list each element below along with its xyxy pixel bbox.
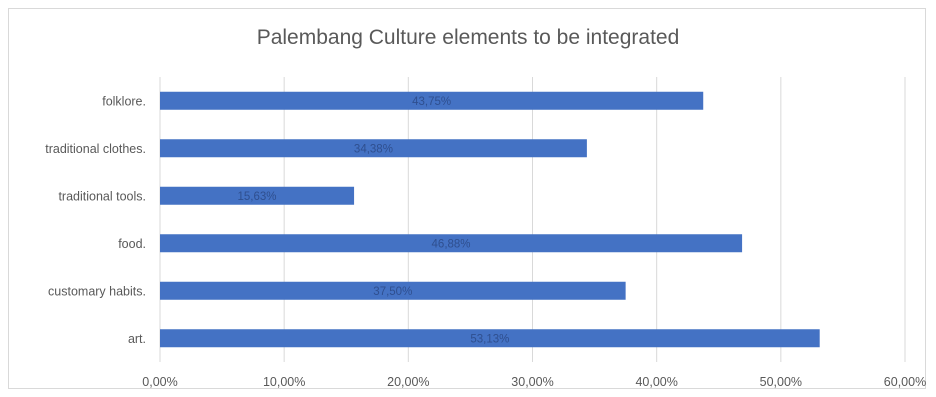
x-tick-label: 20,00% bbox=[387, 375, 429, 389]
x-tick-label: 0,00% bbox=[142, 375, 177, 389]
x-tick-label: 40,00% bbox=[635, 375, 677, 389]
data-label: 34,38% bbox=[354, 143, 393, 155]
data-label: 46,88% bbox=[432, 238, 471, 250]
bar-0 bbox=[160, 91, 704, 110]
category-label: customary habits. bbox=[48, 284, 146, 298]
category-label: food. bbox=[118, 237, 146, 251]
bar-3 bbox=[160, 234, 743, 253]
bar-5 bbox=[160, 329, 820, 348]
data-label: 53,13% bbox=[470, 333, 509, 345]
bar-1 bbox=[160, 139, 587, 158]
bar-2 bbox=[160, 186, 355, 205]
x-tick-label: 10,00% bbox=[263, 375, 305, 389]
data-label: 15,63% bbox=[238, 191, 277, 203]
x-tick-label: 50,00% bbox=[760, 375, 802, 389]
category-label: folklore. bbox=[102, 94, 146, 108]
category-label: art. bbox=[128, 332, 146, 346]
bar-4 bbox=[160, 281, 626, 300]
data-label: 37,50% bbox=[373, 286, 412, 298]
x-tick-label: 30,00% bbox=[511, 375, 553, 389]
x-tick-label: 60,00% bbox=[884, 375, 926, 389]
category-label: traditional clothes. bbox=[45, 142, 146, 156]
category-label: traditional tools. bbox=[58, 189, 146, 203]
data-label: 43,75% bbox=[412, 96, 451, 108]
chart-title: Palembang Culture elements to be integra… bbox=[256, 26, 680, 49]
